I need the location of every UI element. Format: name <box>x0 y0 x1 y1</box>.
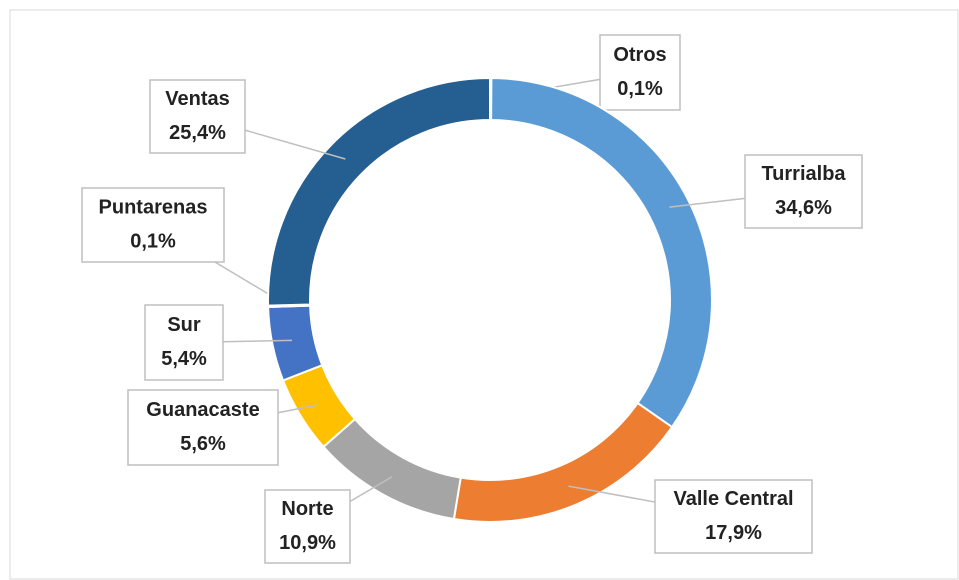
value-label: 0,1% <box>130 230 176 252</box>
leader-line <box>568 485 656 503</box>
value-label: 5,4% <box>161 348 207 370</box>
category-label: Sur <box>167 314 201 336</box>
leader-line <box>244 129 346 160</box>
label-box <box>149 79 246 154</box>
label-box <box>654 479 813 554</box>
label-box <box>144 304 224 381</box>
category-label: Guanacaste <box>146 399 259 421</box>
value-label: 17,9% <box>705 522 762 544</box>
category-label: Turrialba <box>761 163 846 185</box>
label-box <box>264 489 351 564</box>
label-box <box>744 154 863 229</box>
value-label: 10,9% <box>279 532 336 554</box>
leader-line <box>277 404 318 414</box>
label-box <box>127 389 279 466</box>
donut-slice <box>267 76 491 307</box>
value-label: 5,6% <box>180 433 226 455</box>
leader-line <box>669 197 746 208</box>
category-label: Puntarenas <box>99 196 208 218</box>
leader-line <box>222 339 293 343</box>
label-box <box>599 34 681 111</box>
label-box <box>81 187 225 263</box>
leader-line <box>349 476 393 503</box>
category-label: Valle Central <box>673 488 793 510</box>
category-label: Norte <box>281 498 333 520</box>
value-label: 34,6% <box>775 197 832 219</box>
value-label: 0,1% <box>617 78 663 100</box>
value-label: 25,4% <box>169 122 226 144</box>
category-label: Otros <box>613 44 666 66</box>
category-label: Ventas <box>165 88 229 110</box>
